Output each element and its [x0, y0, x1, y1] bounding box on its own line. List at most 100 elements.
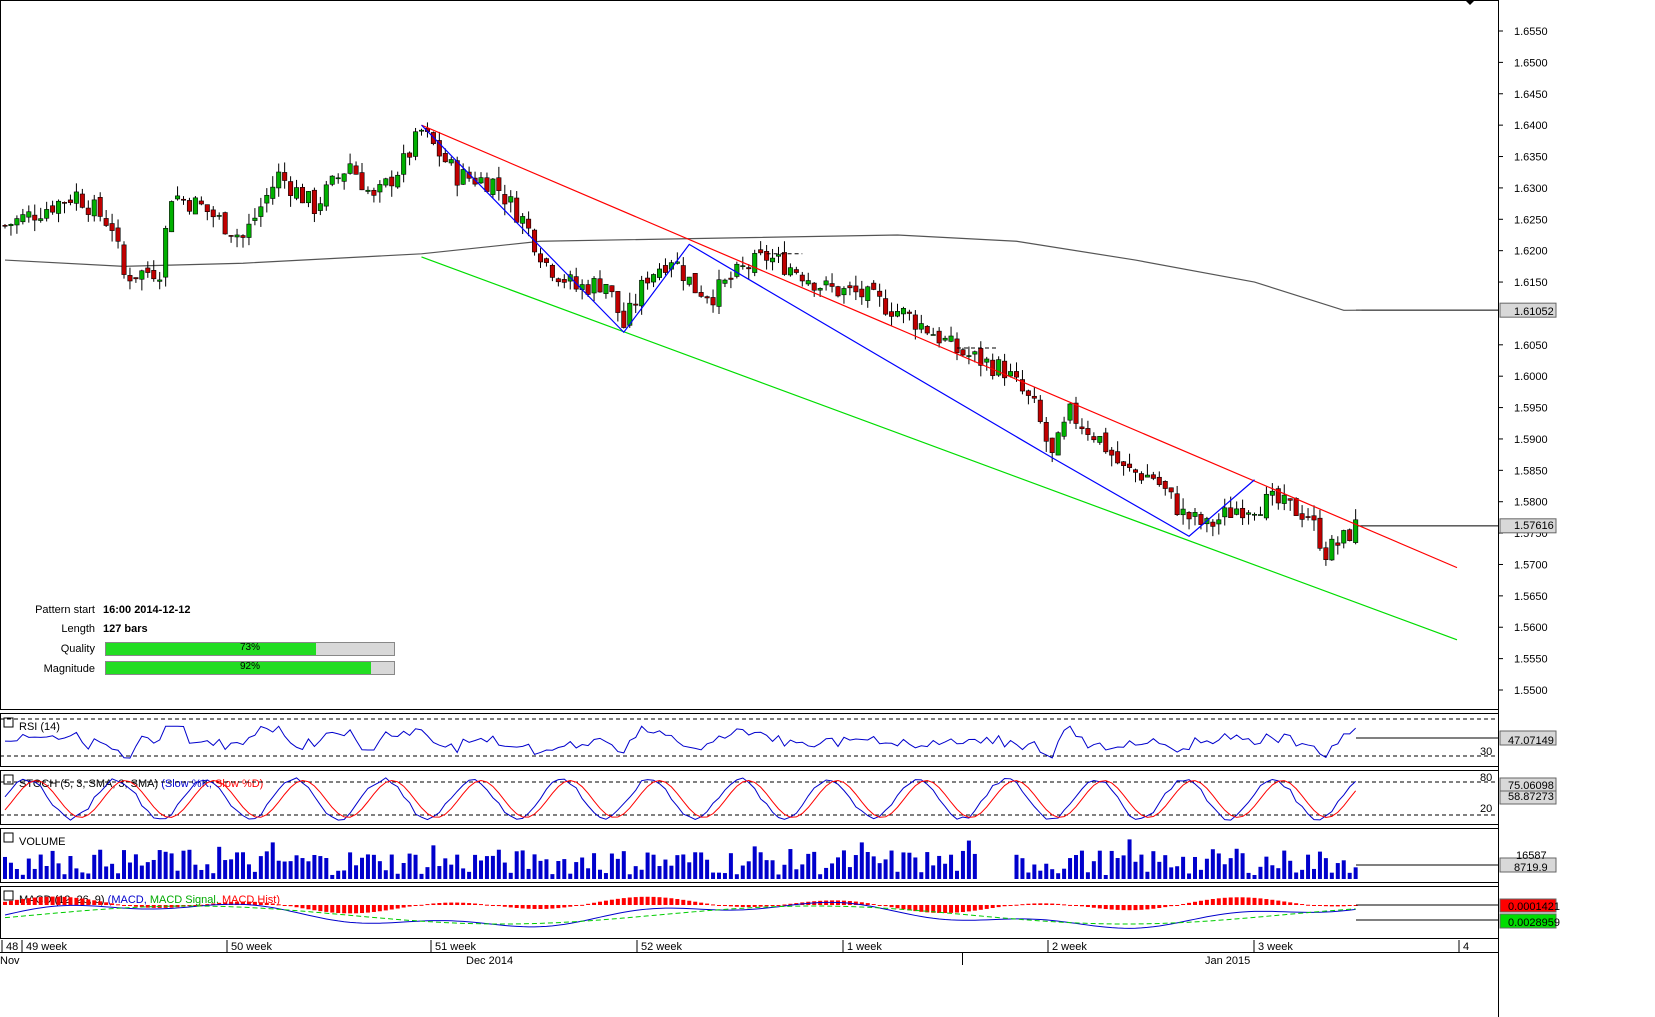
candle-body [627, 302, 633, 326]
price-tick-label: 1.5850 [1514, 465, 1548, 477]
candle-body [270, 186, 276, 199]
macd-hist-bar [1157, 905, 1162, 908]
macd-hist-bar [26, 898, 31, 905]
candle-body [1257, 514, 1263, 516]
price-tick-label: 1.6000 [1514, 371, 1548, 383]
macd-hist-bar [98, 901, 103, 905]
macd-hist-bar [913, 905, 918, 912]
macd-hist-bar [776, 905, 781, 906]
chevron-down-icon[interactable] [1465, 0, 1475, 5]
volume-bar [1193, 856, 1197, 879]
current-price-tag: 1.57616 [1514, 520, 1554, 532]
volume-bar [960, 850, 965, 879]
month-label: Dec 2014 [466, 955, 513, 967]
volume-bar [348, 852, 353, 879]
candle-body [520, 216, 526, 224]
volume-bar [711, 872, 716, 879]
volume-bar [1109, 850, 1114, 879]
pattern-overlay [421, 124, 1458, 641]
candle-body [79, 193, 85, 208]
volume-bar [788, 849, 793, 879]
macd-signal-box [1499, 913, 1557, 929]
macd-hist-bar [496, 905, 501, 907]
candle-body [288, 181, 294, 196]
pattern-quality-row: Quality [60, 643, 95, 655]
volume-bar [752, 846, 757, 879]
month-label: Jan 2015 [1205, 955, 1250, 967]
stoch-title: STOCH (5, 3, SMA, 3, SMA) (Slow %K, Slow… [19, 778, 263, 790]
volume-bar [92, 854, 97, 879]
volume-bar [336, 870, 341, 879]
macd-hist-bar [342, 905, 347, 914]
macd-hist-bar [1222, 897, 1227, 905]
macd-toggle-checkbox[interactable] [3, 890, 14, 901]
current-price-box [1499, 518, 1557, 534]
candle-body [258, 206, 264, 217]
volume-bar [32, 868, 37, 879]
macd-hist-bar [38, 897, 43, 905]
week-label: 4 [1463, 941, 1469, 953]
macd-hist-bar [1103, 905, 1108, 910]
candle-body [210, 209, 216, 218]
macd-hist-bar [1193, 901, 1197, 905]
week-label: 50 week [231, 941, 272, 953]
ma-value-box [1499, 302, 1557, 318]
volume-bar [8, 862, 13, 879]
volume-bar [841, 850, 846, 879]
candle-body [157, 279, 163, 282]
macd-hist-bar [1163, 905, 1168, 908]
price-tick-label: 1.5900 [1514, 434, 1548, 446]
volume-bar [1133, 861, 1138, 879]
macd-hist-bar [1175, 905, 1180, 906]
macd-hist-bar [1234, 897, 1239, 905]
candle-body [704, 296, 710, 299]
candle-body [216, 215, 222, 217]
macd-hist-bar [592, 902, 597, 905]
macd-hist-bar [550, 905, 555, 909]
candle-body [1031, 395, 1037, 399]
macd-hist-bar [877, 905, 882, 906]
candle-body [662, 265, 668, 273]
macd-hist-bar [1204, 899, 1209, 905]
price-tick-label: 1.5500 [1514, 685, 1548, 697]
candle-body [1174, 493, 1180, 515]
candle-body [639, 279, 645, 307]
candle-body [490, 178, 496, 195]
candle-body [835, 286, 841, 297]
stoch-toggle-checkbox[interactable] [3, 774, 14, 785]
candle-body [1037, 399, 1043, 422]
volume-bar [1312, 868, 1316, 879]
candle-body [853, 285, 859, 293]
macd-hist-bar [50, 896, 55, 905]
volume-bar [44, 866, 49, 879]
volume-bar [20, 874, 25, 879]
macd-hist-bar [68, 897, 73, 905]
candle-body [1103, 432, 1109, 453]
rsi-toggle-checkbox[interactable] [3, 717, 14, 728]
macd-hist-bar [865, 903, 870, 905]
macd-hist-bar [1276, 900, 1281, 905]
candle-body [1353, 519, 1359, 543]
volume-bar [145, 862, 150, 879]
candle-body [383, 178, 389, 186]
candle-body [746, 267, 752, 270]
macd-hist-bar [1341, 905, 1346, 907]
macd-hist-bar [871, 904, 876, 906]
week-label: 2 week [1052, 941, 1087, 953]
candle-body [240, 235, 246, 238]
candle-body [389, 176, 395, 187]
volume-bar [538, 860, 543, 879]
volume-bar [1329, 872, 1334, 879]
macd-hist-bar [1240, 897, 1245, 905]
candle-body [1347, 529, 1353, 541]
macd-hist-bar [306, 905, 311, 910]
macd-panel: MACD (12, 26, 9) (MACD, MACD Signal, MAC… [0, 886, 1560, 939]
candle-body [543, 258, 549, 263]
candle-body [1091, 436, 1097, 441]
candle-body [1317, 517, 1323, 549]
candle-body [329, 175, 335, 185]
volume-toggle-checkbox[interactable] [3, 832, 14, 843]
volume-bar [187, 849, 192, 879]
candle-body [246, 223, 252, 238]
volume-bar [401, 862, 406, 879]
